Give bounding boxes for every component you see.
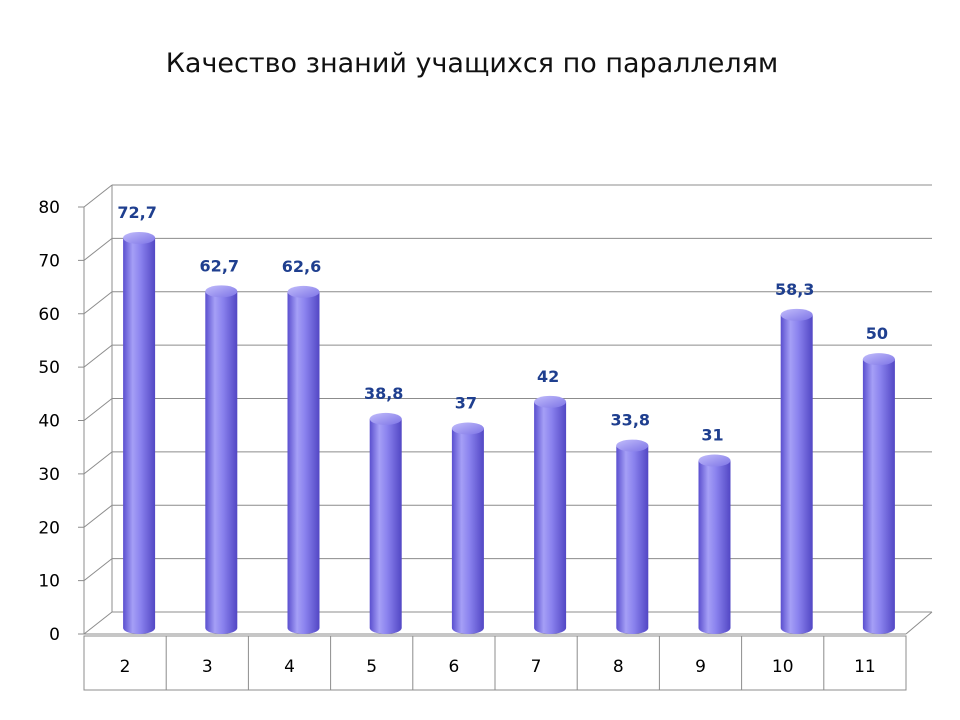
bar-top bbox=[780, 308, 813, 321]
y-tick-label: 10 bbox=[38, 572, 60, 592]
labels: 0 10 20 30 40 50 60 70 80 72,7 2 62,7 3 62,6 4 38,8 5 37 6… bbox=[38, 198, 888, 677]
x-tick-label: 4 bbox=[284, 657, 295, 677]
data-label: 72,7 bbox=[117, 203, 156, 222]
gridline-side bbox=[83, 611, 113, 635]
bar-body bbox=[451, 428, 484, 634]
bar-body bbox=[123, 237, 156, 634]
y-tick-label: 20 bbox=[38, 518, 60, 538]
bar-4 bbox=[287, 285, 320, 634]
x-tick-label: 6 bbox=[448, 657, 459, 677]
gridline-side bbox=[83, 291, 113, 315]
bar-top bbox=[698, 454, 731, 467]
bar-body bbox=[780, 314, 813, 634]
bar-body bbox=[862, 359, 895, 634]
x-tick-label: 8 bbox=[613, 657, 624, 677]
bar-top bbox=[205, 285, 238, 298]
data-label: 62,6 bbox=[282, 257, 321, 276]
x-tick-label: 9 bbox=[695, 657, 706, 677]
y-tick-label: 60 bbox=[38, 305, 60, 325]
y-tick-label: 40 bbox=[38, 412, 60, 432]
bar-body bbox=[616, 445, 649, 634]
x-tick-label: 3 bbox=[202, 657, 213, 677]
bar-top bbox=[616, 439, 649, 452]
gridline-side bbox=[83, 237, 113, 261]
bar-3 bbox=[205, 285, 238, 634]
gridline-side bbox=[83, 504, 113, 528]
bar-11 bbox=[862, 353, 895, 634]
bar-8 bbox=[616, 439, 649, 634]
x-tick-label: 5 bbox=[366, 657, 377, 677]
gridline-side bbox=[83, 558, 113, 582]
bar-body bbox=[369, 418, 402, 634]
gridline-side bbox=[83, 451, 113, 475]
bar-top bbox=[451, 422, 484, 435]
data-label: 38,8 bbox=[364, 384, 403, 403]
bar-body bbox=[287, 291, 320, 634]
y-tick-label: 0 bbox=[49, 625, 60, 645]
bar-body bbox=[698, 460, 731, 634]
bar-top bbox=[123, 231, 156, 244]
x-tick-label: 7 bbox=[531, 657, 542, 677]
x-tick-label: 11 bbox=[854, 657, 876, 677]
floor-edge bbox=[905, 611, 933, 635]
bar-chart: 0 10 20 30 40 50 60 70 80 72,7 2 62,7 3 62,6 4 38,8 5 37 6… bbox=[38, 184, 933, 691]
gridline-side bbox=[83, 184, 113, 208]
x-tick-label: 10 bbox=[772, 657, 794, 677]
gridline-side bbox=[83, 344, 113, 368]
data-label: 50 bbox=[866, 324, 888, 343]
bar-top bbox=[369, 412, 402, 425]
bar-body bbox=[205, 291, 238, 634]
y-tick-label: 70 bbox=[38, 251, 60, 271]
bars bbox=[123, 231, 895, 634]
data-label: 42 bbox=[537, 367, 559, 386]
data-label: 31 bbox=[701, 426, 723, 445]
y-tick-label: 30 bbox=[38, 465, 60, 485]
gridline-side bbox=[83, 398, 113, 421]
chart-title: Качество знаний учащихся по параллелям bbox=[165, 48, 779, 79]
data-label: 33,8 bbox=[611, 411, 650, 430]
bar-2 bbox=[123, 231, 156, 634]
data-label: 58,3 bbox=[775, 280, 814, 299]
bar-6 bbox=[451, 422, 484, 634]
bar-7 bbox=[534, 395, 567, 634]
y-tick-label: 50 bbox=[38, 358, 60, 378]
y-tick-label: 80 bbox=[38, 198, 60, 218]
bar-10 bbox=[780, 308, 813, 634]
bar-top bbox=[287, 285, 320, 298]
bar-top bbox=[534, 395, 567, 408]
data-label: 62,7 bbox=[200, 256, 239, 275]
data-label: 37 bbox=[455, 394, 477, 413]
bar-5 bbox=[369, 412, 402, 634]
bar-9 bbox=[698, 454, 731, 634]
x-tick-label: 2 bbox=[120, 657, 131, 677]
bar-body bbox=[534, 401, 567, 634]
bar-top bbox=[862, 353, 895, 366]
